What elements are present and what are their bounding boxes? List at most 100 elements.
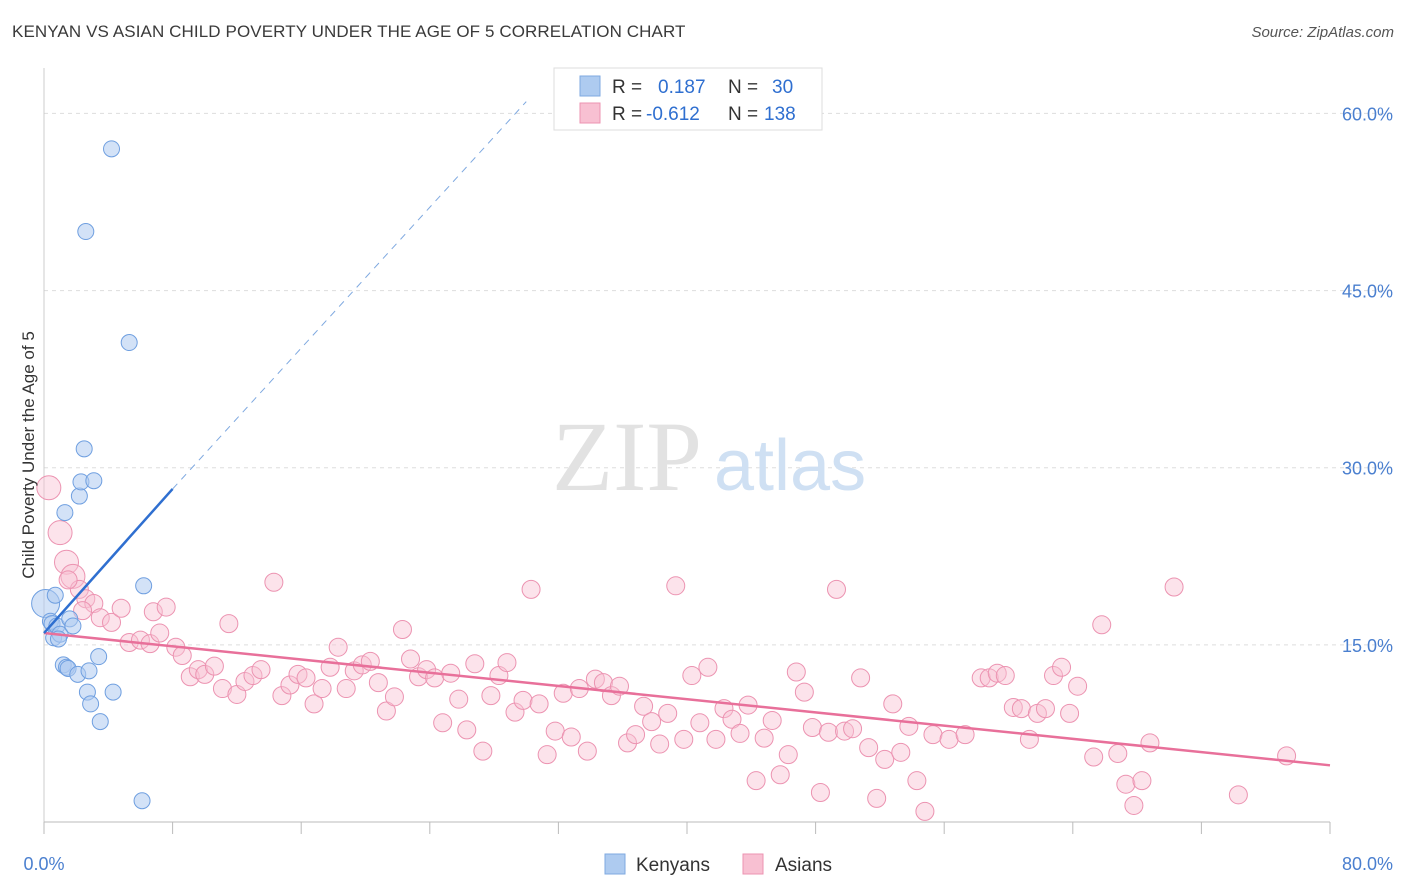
asian-point xyxy=(433,713,453,733)
asian-point xyxy=(642,712,662,732)
asian-point xyxy=(618,733,638,753)
legend-r-value-kenyans: 0.187 xyxy=(658,77,706,98)
asian-trend-line xyxy=(43,631,1331,767)
asian-point xyxy=(955,725,975,745)
asian-point xyxy=(658,703,678,723)
asian-point xyxy=(392,620,412,640)
asian-point xyxy=(1060,703,1080,723)
asian-point xyxy=(328,637,348,657)
asian-point xyxy=(212,679,232,699)
asian-point xyxy=(987,663,1007,683)
asian-point xyxy=(401,649,421,669)
asian-point xyxy=(706,729,726,749)
asian-point xyxy=(802,718,822,738)
asian-point xyxy=(497,653,517,673)
asian-point xyxy=(505,702,525,722)
asian-point xyxy=(650,734,670,754)
chart-title: KENYAN VS ASIAN CHILD POVERTY UNDER THE … xyxy=(12,22,686,41)
asian-point xyxy=(172,645,192,665)
asian-point xyxy=(682,666,702,686)
asian-point xyxy=(1164,577,1184,597)
legend-r-label-kenyans: R = xyxy=(612,77,642,98)
asian-point xyxy=(537,745,557,765)
axes-layer xyxy=(43,68,1331,834)
trend-layer xyxy=(43,101,1331,767)
asian-point xyxy=(204,656,224,676)
asian-point xyxy=(473,741,493,761)
asian-point xyxy=(867,788,887,808)
kenyan-point xyxy=(75,440,93,458)
asian-point xyxy=(794,682,814,702)
asian-point xyxy=(1011,699,1031,719)
asian-point xyxy=(690,713,710,733)
asian-point xyxy=(54,549,80,575)
kenyan-point xyxy=(103,140,121,158)
asian-point xyxy=(264,572,284,592)
asian-point xyxy=(875,749,895,769)
y-tick-label: 45.0% xyxy=(1342,282,1393,302)
asian-point xyxy=(561,727,581,747)
kenyan-point xyxy=(56,504,74,522)
kenyan-point xyxy=(91,713,109,731)
asian-point xyxy=(449,689,469,709)
asian-point xyxy=(843,719,863,739)
asian-point xyxy=(69,579,89,599)
asian-point xyxy=(1068,676,1088,696)
asian-point xyxy=(923,725,943,745)
bottom-legend-swatch-kenyans xyxy=(604,853,626,875)
asian-point xyxy=(102,612,122,632)
asian-point xyxy=(762,710,782,730)
asian-point xyxy=(180,667,200,687)
asian-point xyxy=(1228,785,1248,805)
asian-point xyxy=(1108,744,1128,764)
legend-n-label-asians: N = xyxy=(728,104,758,125)
asian-point xyxy=(376,701,396,721)
asian-point xyxy=(296,668,316,688)
bottom-legend-swatch-asians xyxy=(742,853,764,875)
chart-source: Source: ZipAtlas.com xyxy=(1251,24,1394,41)
asian-point xyxy=(36,475,62,501)
legend-n-label-kenyans: N = xyxy=(728,77,758,98)
asian-point xyxy=(195,664,215,684)
asian-point xyxy=(907,771,927,791)
asian-point xyxy=(368,673,388,693)
asian-point xyxy=(251,660,271,680)
asian-point xyxy=(553,683,573,703)
asian-point xyxy=(971,668,991,688)
asian-point xyxy=(90,608,110,628)
asian-point xyxy=(60,563,86,589)
asian-point xyxy=(1084,747,1104,767)
asian-point xyxy=(143,602,163,622)
x-tick-label: 80.0% xyxy=(1342,854,1393,874)
asian-point xyxy=(995,666,1015,686)
kenyan-point xyxy=(135,577,153,595)
kenyan-point xyxy=(80,662,98,680)
asian-point xyxy=(778,745,798,765)
asian-point xyxy=(851,668,871,688)
asian-point xyxy=(1092,615,1112,635)
y-tick-label: 30.0% xyxy=(1342,459,1393,479)
y-tick-label: 15.0% xyxy=(1342,636,1393,656)
asian-point xyxy=(754,728,774,748)
bottom-legend-label-asians: Asians xyxy=(775,855,832,876)
asian-point xyxy=(1052,657,1072,677)
asian-point xyxy=(1132,771,1152,791)
asian-point xyxy=(481,686,501,706)
asian-point xyxy=(84,594,104,614)
asian-point xyxy=(666,576,686,596)
legend-swatch-asians xyxy=(579,102,601,124)
asian-point xyxy=(513,690,533,710)
asian-point xyxy=(280,675,300,695)
asian-point xyxy=(384,687,404,707)
asian-point xyxy=(899,716,919,736)
kenyan-trend-extension xyxy=(172,101,527,490)
grid-layer xyxy=(44,112,1394,646)
asian-point xyxy=(219,614,239,634)
asian-point xyxy=(770,765,790,785)
asian-point xyxy=(272,686,292,706)
legend-n-value-asians: 138 xyxy=(764,104,796,125)
asian-point xyxy=(529,694,549,714)
asian-point xyxy=(1044,666,1064,686)
kenyan-point xyxy=(133,792,151,810)
